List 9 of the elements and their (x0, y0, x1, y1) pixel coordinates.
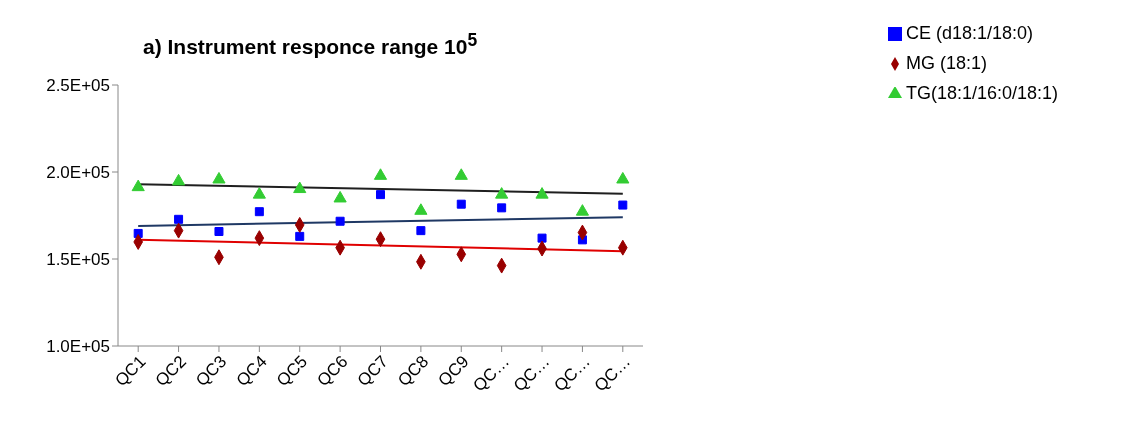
legend-label: TG(18:1/16:0/18:1) (906, 83, 1059, 103)
legend-label: CE (d18:1/18:0) (906, 23, 1034, 43)
y-tick-label: 2.0E+05 (46, 163, 110, 183)
x-tick-label: QC1 (111, 351, 150, 391)
chart-title: a) Instrument responce range 10$^{5}$ (143, 30, 478, 59)
y-tick-label: 2.5E+05 (46, 76, 110, 96)
y-tick-label: 1.0E+05 (46, 337, 110, 357)
legend-label: MG (18:1) (906, 53, 988, 73)
y-tick-label: 1.5E+05 (46, 250, 110, 270)
